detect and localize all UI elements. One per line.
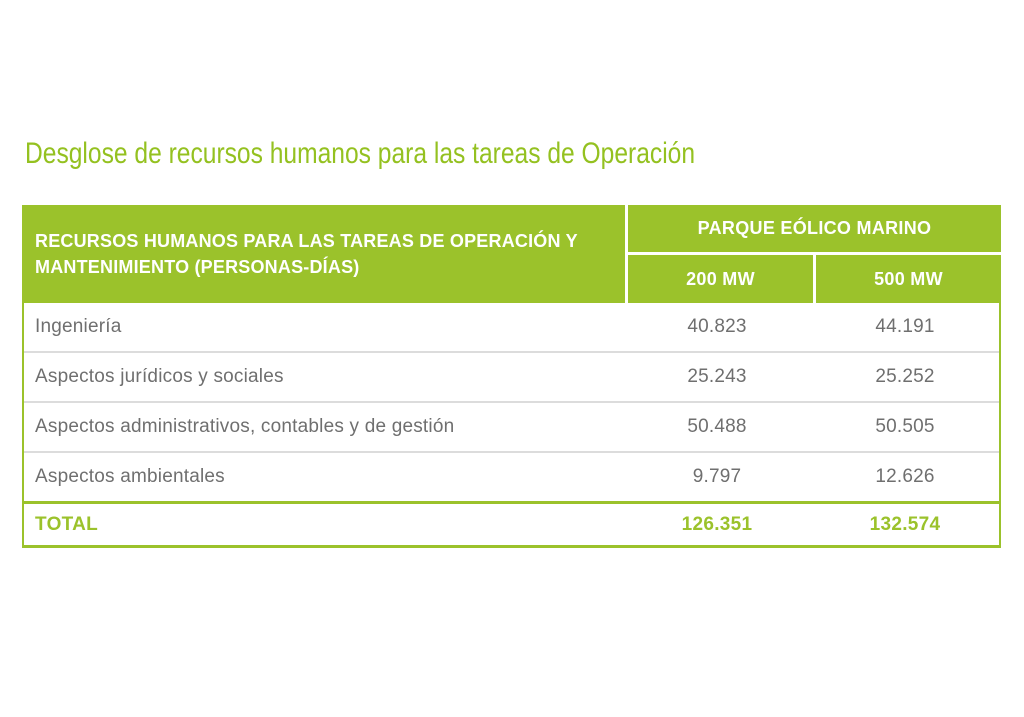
total-value-200mw: 126.351 [681,513,753,535]
header-col-200mw: 200 MW [686,268,755,289]
row-label: Ingeniería [35,316,122,337]
table-row: Aspectos jurídicos y sociales 25.243 25.… [24,353,999,403]
row-value-200mw: 50.488 [687,416,747,437]
table-row: Ingeniería 40.823 44.191 [24,303,999,353]
total-row: TOTAL 126.351 132.574 [22,501,1001,548]
row-value-500mw: 25.252 [875,366,935,387]
row-label: Aspectos ambientales [35,466,225,487]
row-label: Aspectos jurídicos y sociales [35,366,284,387]
header-left-cell: RECURSOS HUMANOS PARA LAS TAREAS DE OPER… [35,230,578,277]
row-value-500mw: 44.191 [875,316,935,337]
header-group-cell: PARQUE EÓLICO MARINO [697,218,932,238]
total-value-500mw: 132.574 [869,513,941,535]
header-right-section: PARQUE EÓLICO MARINO 200 MW 500 MW [628,205,1001,303]
table-body: Ingeniería 40.823 44.191 Aspectos jurídi… [22,303,1001,501]
header-column-divider [813,255,816,303]
header-columns: 200 MW 500 MW [628,255,1001,303]
total-label: TOTAL [35,513,99,535]
table-row: Aspectos ambientales 9.797 12.626 [24,453,999,501]
row-value-200mw: 25.243 [687,366,747,387]
table-row: Aspectos administrativos, contables y de… [24,403,999,453]
header-col-500mw: 500 MW [874,268,943,289]
table-header: RECURSOS HUMANOS PARA LAS TAREAS DE OPER… [22,205,1001,303]
header-vertical-divider [625,205,628,303]
row-value-500mw: 12.626 [875,466,935,487]
row-value-200mw: 40.823 [687,316,747,337]
row-value-500mw: 50.505 [875,416,935,437]
row-label: Aspectos administrativos, contables y de… [35,416,455,437]
header-horizontal-divider [628,252,1001,255]
data-table: RECURSOS HUMANOS PARA LAS TAREAS DE OPER… [22,205,1001,548]
row-value-200mw: 9.797 [692,466,742,487]
page-title: Desglose de recursos humanos para las ta… [25,137,696,170]
